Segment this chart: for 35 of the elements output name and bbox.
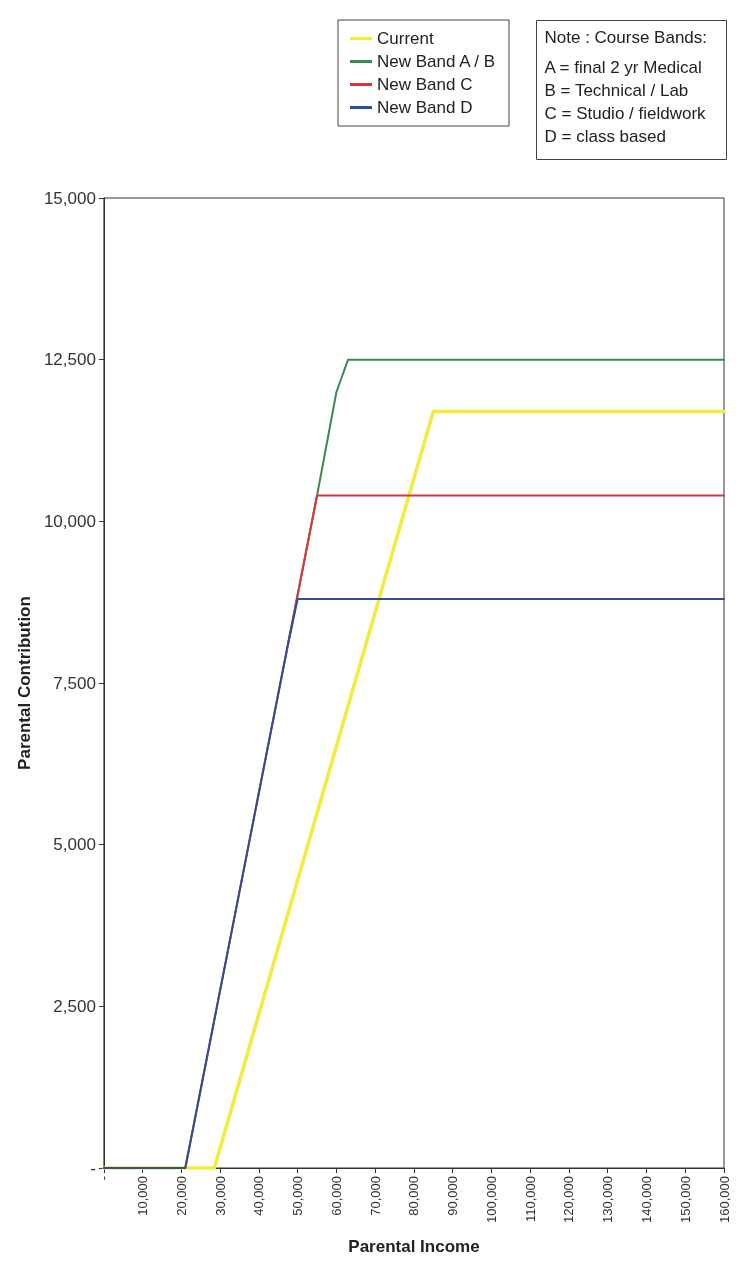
text: C = Studio / fieldwork <box>544 103 707 123</box>
y-tick-label: 2,500 <box>53 996 96 1016</box>
x-tick-label: 30,000 <box>212 1176 228 1216</box>
y-tick-label: 5,000 <box>53 835 96 855</box>
x-tick-label: 100,000 <box>483 1176 499 1223</box>
text: A = final 2 yr Medical <box>544 57 702 77</box>
y-tick-label: - <box>90 1158 96 1178</box>
x-tick-label: 140,000 <box>638 1176 654 1223</box>
x-tick-label: - <box>96 1176 112 1181</box>
legend-label: New Band A / B <box>377 52 496 71</box>
text: B = Technical / Lab <box>544 80 689 100</box>
x-tick-label: 80,000 <box>406 1176 422 1216</box>
y-tick-label: 15,000 <box>43 188 96 208</box>
legend-label: Current <box>377 29 434 48</box>
text: Note : Course Bands: <box>544 27 708 47</box>
x-tick-label: 50,000 <box>290 1176 306 1216</box>
x-tick-label: 150,000 <box>677 1176 693 1223</box>
x-axis-title: Parental Income <box>348 1237 480 1256</box>
x-tick-label: 40,000 <box>251 1176 267 1216</box>
x-tick-label: 160,000 <box>716 1176 732 1223</box>
x-tick-label: 120,000 <box>561 1176 577 1223</box>
x-tick-label: 10,000 <box>135 1176 151 1216</box>
y-tick-label: 12,500 <box>43 350 96 370</box>
y-tick-label: 10,000 <box>43 511 96 531</box>
text: D = class based <box>544 126 666 146</box>
x-tick-label: 60,000 <box>328 1176 344 1216</box>
x-tick-label: 110,000 <box>522 1176 538 1223</box>
x-tick-label: 20,000 <box>173 1176 189 1216</box>
y-tick-label: 7,500 <box>53 673 96 693</box>
x-tick-label: 130,000 <box>600 1176 616 1223</box>
x-tick-label: 90,000 <box>445 1176 461 1216</box>
y-axis-title: Parental Contribution <box>15 596 34 770</box>
legend-label: New Band D <box>377 98 473 117</box>
legend-label: New Band C <box>377 75 473 94</box>
x-tick-label: 70,000 <box>367 1176 383 1216</box>
